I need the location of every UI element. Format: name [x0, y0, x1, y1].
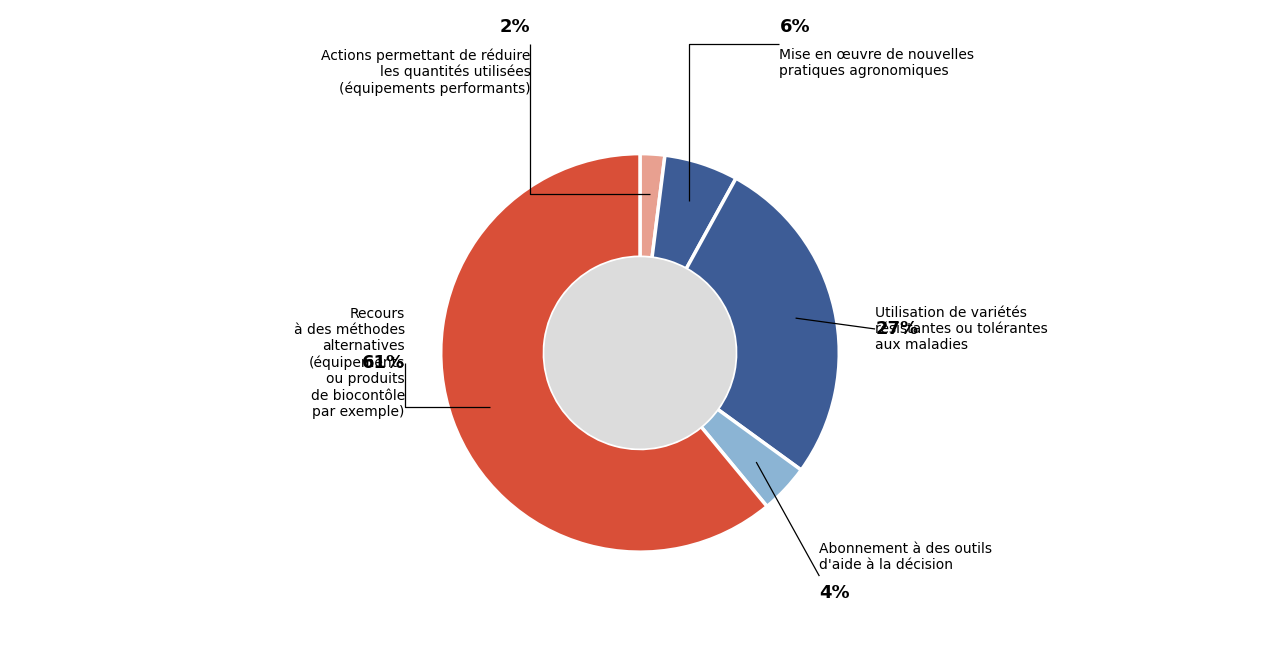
Wedge shape [640, 154, 666, 258]
Text: 61%: 61% [362, 354, 404, 372]
Wedge shape [701, 409, 801, 506]
Text: Mise en œuvre de nouvelles
pratiques agronomiques: Mise en œuvre de nouvelles pratiques agr… [780, 48, 974, 78]
Text: Abonnement à des outils
d'aide à la décision: Abonnement à des outils d'aide à la déci… [819, 542, 992, 572]
Wedge shape [686, 178, 840, 470]
Wedge shape [440, 154, 767, 552]
Wedge shape [652, 155, 736, 269]
Text: Actions permettant de réduire
les quantités utilisées
(équipements performants): Actions permettant de réduire les quanti… [321, 48, 530, 96]
Text: Utilisation de variétés
résistantes ou tolérantes
aux maladies: Utilisation de variétés résistantes ou t… [876, 306, 1048, 352]
Text: 6%: 6% [780, 18, 810, 36]
Circle shape [544, 257, 736, 448]
Text: 4%: 4% [819, 584, 850, 602]
Text: 27%: 27% [876, 320, 918, 338]
Text: Recours
à des méthodes
alternatives
(équipements
ou produits
de biocontôle
par e: Recours à des méthodes alternatives (équ… [293, 307, 404, 419]
Text: 2%: 2% [499, 18, 530, 36]
